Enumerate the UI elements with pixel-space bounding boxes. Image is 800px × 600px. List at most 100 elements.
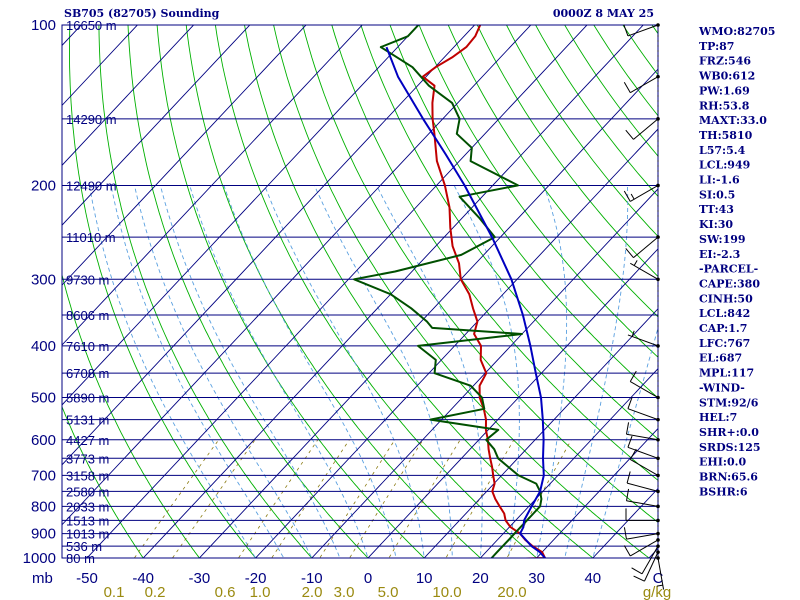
dry-adiabat <box>564 25 658 157</box>
temperature-tick-label: -40 <box>132 570 154 587</box>
dry-adiabat <box>185 25 482 558</box>
index-item: BSHR:6 <box>699 485 748 498</box>
index-item: SRDS:125 <box>699 441 761 454</box>
index-item: EL:687 <box>699 352 742 365</box>
y-axis-label: mb <box>32 570 53 587</box>
wind-barb <box>633 550 660 582</box>
wind-barb-shaft <box>630 262 659 280</box>
pressure-tick-label: 900 <box>31 526 56 543</box>
index-item: PW:1.69 <box>699 84 750 97</box>
index-item: MPL:117 <box>699 367 754 380</box>
sounding-traces <box>353 25 546 558</box>
pressure-tick-label: 600 <box>31 432 56 449</box>
dry-adiabat <box>476 25 658 278</box>
index-item: FRZ:546 <box>699 55 751 68</box>
moist-adiabat <box>536 185 568 558</box>
wind-barb-feather <box>627 397 633 409</box>
moist-adiabat <box>223 185 397 558</box>
index-item: -PARCEL- <box>699 263 758 276</box>
index-item: LCL:949 <box>699 159 750 172</box>
height-label: 1513 m <box>66 513 109 528</box>
index-item: CINH:50 <box>699 292 753 305</box>
mixing-ratio-line <box>133 439 220 558</box>
temperature-tick-label: 30 <box>528 570 545 587</box>
mixing-ratio-line <box>506 439 572 558</box>
wind-barb-feather <box>625 488 630 501</box>
wind-barb-shaft <box>630 459 659 476</box>
index-item: HEL:7 <box>699 411 737 424</box>
wind-barb-feather <box>623 527 627 540</box>
wind-barb <box>623 527 660 540</box>
dry-adiabat <box>244 25 594 558</box>
dry-adiabat <box>127 25 369 558</box>
wind-barb-shaft <box>657 557 665 590</box>
wind-barb-feather <box>631 567 643 575</box>
wind-barb-feather <box>625 422 630 435</box>
mixing-ratio-label: 0.6 <box>215 584 236 600</box>
index-item: MAXT:33.0 <box>699 114 767 127</box>
isotherm <box>535 427 658 558</box>
wind-barb-shaft <box>630 381 659 398</box>
dry-adiabat <box>69 25 257 558</box>
isotherm <box>311 188 658 558</box>
wind-barb-shaft <box>626 433 659 441</box>
index-item: SW:199 <box>699 233 746 246</box>
wind-barb-half-feather <box>633 260 638 266</box>
temperature-tick-label: 20 <box>472 570 489 587</box>
isotherm <box>62 25 195 166</box>
height-label: 4427 m <box>66 433 109 448</box>
dry-adiabat <box>98 25 313 558</box>
wind-barb-feather <box>629 448 637 460</box>
dry-adiabat <box>535 25 658 197</box>
index-item: KI:30 <box>699 218 733 231</box>
wind-barb-shaft <box>630 76 659 94</box>
moist-adiabat <box>314 185 453 558</box>
index-item: CAPE:380 <box>699 277 760 290</box>
pressure-tick-label: 700 <box>31 467 56 484</box>
height-label: 2580 m <box>66 484 109 499</box>
temperature-tick-label: -30 <box>189 570 211 587</box>
wind-barb-dot <box>656 504 660 509</box>
temperature-tick-label: -20 <box>245 570 267 587</box>
wind-barb-feather <box>625 129 634 140</box>
mixing-ratio-line <box>445 439 515 558</box>
dry-adiabat <box>360 25 658 440</box>
temperature-tick-label: 0 <box>364 570 372 587</box>
wind-barb <box>626 471 660 494</box>
wind-barb <box>625 508 660 523</box>
height-label: 1013 m <box>66 527 109 542</box>
wind-barb-feather <box>629 370 637 382</box>
wind-barb-dot <box>656 456 660 461</box>
wind-barb-shaft <box>626 533 659 540</box>
dry-adiabat <box>273 25 650 558</box>
mixing-ratio-label: 5.0 <box>378 584 399 600</box>
moist-adiabat <box>453 185 520 558</box>
sounding-time: 0000Z 8 MAY 25 <box>553 7 654 20</box>
wind-barb-feather <box>623 82 631 93</box>
mixing-ratio-label: 1.0 <box>250 584 271 600</box>
temperature-tick-label: 10 <box>416 570 433 587</box>
height-label: 2033 m <box>66 499 109 514</box>
mixing-ratio-line <box>319 439 396 558</box>
index-item: LFC:767 <box>699 337 750 350</box>
index-item: RH:53.8 <box>699 99 750 112</box>
index-item: STM:92/6 <box>699 396 759 409</box>
wind-barb-shaft <box>644 551 659 582</box>
isotherm <box>142 25 644 558</box>
pressure-tick-label: 800 <box>31 498 56 515</box>
dry-adiabat <box>156 25 425 558</box>
wind-barb <box>623 23 660 37</box>
temperature-tick-label: C <box>653 570 664 587</box>
isotherm <box>592 487 658 558</box>
isotherm <box>367 248 658 558</box>
mixing-ratio-label: 10.0 <box>432 584 461 600</box>
pressure-tick-label: 100 <box>31 17 56 34</box>
wind-barb <box>625 117 660 140</box>
moist-adiabat <box>189 185 369 558</box>
mixing-ratio-line <box>271 439 350 558</box>
moist-adiabat <box>592 326 658 558</box>
index-item: WMO:82705 <box>698 25 775 38</box>
wind-barb-shaft <box>627 334 659 347</box>
